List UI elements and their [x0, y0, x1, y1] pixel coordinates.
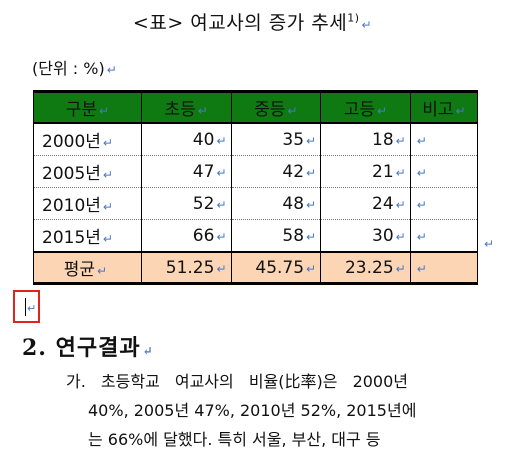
value-cell[interactable]: 52 ↵ — [140, 187, 232, 220]
paragraph-mark: ↵ — [216, 133, 227, 148]
paragraph-mark: ↵ — [216, 197, 227, 212]
table-caption: <표> 여교사의 증가 추세1) ↵ — [0, 8, 505, 35]
average-note-cell[interactable]: ↵ — [409, 251, 479, 285]
value-cell[interactable]: 35 ↵ — [230, 123, 322, 156]
unit-label: (단위 : %) ↵ — [32, 55, 117, 79]
paragraph-mark: ↵ — [395, 197, 406, 212]
year-cell[interactable]: 2015년 ↵ — [33, 219, 142, 253]
paragraph-mark: ↵ — [142, 344, 154, 358]
value-cell[interactable]: 48 ↵ — [230, 187, 322, 220]
paragraph-mark: ↵ — [361, 18, 373, 32]
header-cell[interactable]: 초등 ↵ — [140, 90, 232, 124]
note-cell[interactable]: ↵ — [409, 219, 479, 253]
header-cell[interactable]: 중등 ↵ — [230, 90, 322, 124]
paragraph-mark: ↵ — [216, 229, 227, 244]
caption-text: <표> 여교사의 증가 추세 — [132, 12, 348, 34]
average-row: 평균 ↵ 51.25 ↵ 45.75 ↵ 23.25 ↵ ↵ — [33, 251, 479, 285]
paragraph-mark: ↵ — [306, 133, 317, 148]
average-value-cell[interactable]: 45.75 ↵ — [230, 251, 322, 285]
table-end-mark: ↵ — [484, 237, 495, 251]
paragraph-line: 40%, 2005년 47%, 2010년 52%, 2015년에 — [88, 401, 417, 420]
body-paragraph[interactable]: 가. 초등학교 여교사의 비율(比率)은 2000년 40%, 2005년 47… — [66, 367, 486, 454]
paragraph-mark: ↵ — [416, 261, 427, 276]
average-value-cell[interactable]: 23.25 ↵ — [320, 251, 411, 285]
value-cell[interactable]: 58 ↵ — [230, 219, 322, 253]
list-bullet: 가. — [66, 372, 86, 391]
paragraph-mark: ↵ — [99, 104, 110, 118]
paragraph-line: 는 66%에 달했다. 특히 서울, 부산, 대구 등 — [88, 430, 381, 449]
paragraph-mark: ↵ — [97, 264, 108, 278]
table-row: 2005년 ↵ 47 ↵ 42 ↵ 21 ↵ ↵ — [33, 155, 479, 188]
table-row: 2000년 ↵ 40 ↵ 35 ↵ 18 ↵ ↵ — [33, 123, 479, 156]
paragraph-mark: ↵ — [102, 168, 113, 182]
paragraph-mark: ↵ — [306, 197, 317, 212]
value-cell[interactable]: 24 ↵ — [320, 187, 411, 220]
paragraph-mark: ↵ — [416, 165, 427, 180]
note-cell[interactable]: ↵ — [409, 187, 479, 220]
paragraph-mark: ↵ — [197, 104, 208, 118]
header-cell[interactable]: 비고 ↵ — [409, 90, 479, 124]
paragraph-mark: ↵ — [395, 229, 406, 244]
paragraph-mark: ↵ — [377, 104, 388, 118]
table-row: 2010년 ↵ 52 ↵ 48 ↵ 24 ↵ ↵ — [33, 187, 479, 220]
note-cell[interactable]: ↵ — [409, 155, 479, 188]
year-cell[interactable]: 2000년 ↵ — [33, 123, 142, 156]
year-cell[interactable]: 2005년 ↵ — [33, 155, 142, 188]
teacher-ratio-table: 구분 ↵ 초등 ↵ 중등 ↵ 고등 ↵ 비고 ↵ 2000년 ↵ 40 ↵ 35 ↵ 18 ↵ ↵… — [33, 90, 479, 285]
paragraph-mark: ↵ — [102, 232, 113, 246]
paragraph-mark: ↵ — [102, 200, 113, 214]
paragraph-mark: ↵ — [416, 229, 427, 244]
value-cell[interactable]: 47 ↵ — [140, 155, 232, 188]
paragraph-mark: ↵ — [416, 133, 427, 148]
average-label-cell[interactable]: 평균 ↵ — [33, 251, 142, 285]
paragraph-line: 가. 초등학교 여교사의 비율(比率)은 2000년 — [66, 372, 409, 391]
header-cell[interactable]: 구분 ↵ — [33, 90, 142, 124]
table-row: 2015년 ↵ 66 ↵ 58 ↵ 30 ↵ ↵ — [33, 219, 479, 253]
paragraph-mark: ↵ — [306, 229, 317, 244]
paragraph-mark: ↵ — [102, 136, 113, 150]
paragraph-mark: ↵ — [27, 302, 37, 315]
value-cell[interactable]: 18 ↵ — [320, 123, 411, 156]
note-cell[interactable]: ↵ — [409, 123, 479, 156]
paragraph-mark: ↵ — [455, 104, 466, 118]
text-cursor — [25, 298, 26, 316]
cursor-highlight-box[interactable]: ↵ — [13, 290, 40, 323]
paragraph-mark: ↵ — [216, 165, 227, 180]
paragraph-mark: ↵ — [395, 261, 406, 276]
value-cell[interactable]: 21 ↵ — [320, 155, 411, 188]
year-cell[interactable]: 2010년 ↵ — [33, 187, 142, 220]
header-cell[interactable]: 고등 ↵ — [320, 90, 411, 124]
paragraph-mark: ↵ — [106, 63, 117, 77]
paragraph-mark: ↵ — [395, 165, 406, 180]
value-cell[interactable]: 42 ↵ — [230, 155, 322, 188]
paragraph-mark: ↵ — [306, 165, 317, 180]
unit-text: (단위 : %) — [32, 59, 105, 78]
section-heading-text: 2. 연구결과 — [22, 335, 141, 361]
value-cell[interactable]: 40 ↵ — [140, 123, 232, 156]
paragraph-mark: ↵ — [306, 261, 317, 276]
paragraph-mark: ↵ — [395, 133, 406, 148]
section-heading: 2. 연구결과 ↵ — [22, 330, 154, 362]
table-header-row: 구분 ↵ 초등 ↵ 중등 ↵ 고등 ↵ 비고 ↵ — [33, 90, 479, 124]
value-cell[interactable]: 66 ↵ — [140, 219, 232, 253]
footnote-ref[interactable]: 1) — [347, 11, 360, 25]
paragraph-mark: ↵ — [287, 104, 298, 118]
paragraph-mark: ↵ — [416, 197, 427, 212]
paragraph-mark: ↵ — [216, 261, 227, 276]
value-cell[interactable]: 30 ↵ — [320, 219, 411, 253]
average-value-cell[interactable]: 51.25 ↵ — [140, 251, 232, 285]
